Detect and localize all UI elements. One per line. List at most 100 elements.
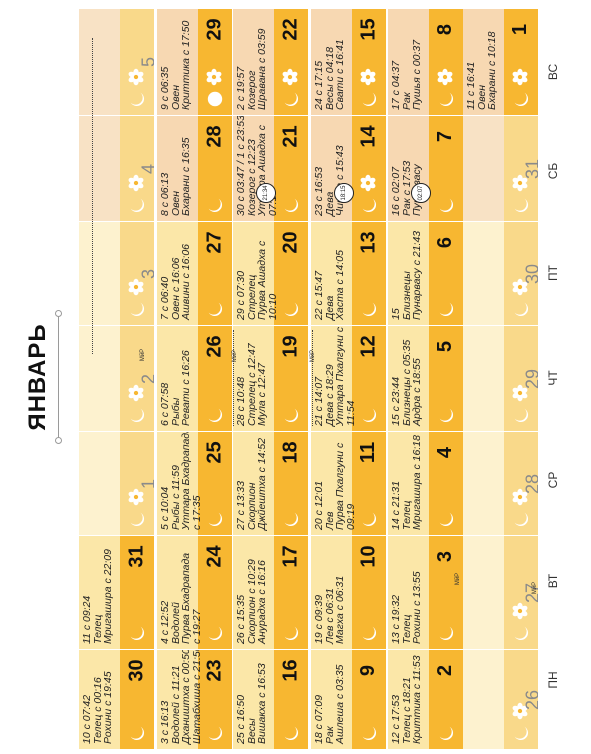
day-cell[interactable]: 4 14 с 21:31 Телец Мригашира с 16:18: [387, 431, 463, 535]
day-number: 17: [279, 544, 302, 568]
day-cell[interactable]: 26: [462, 649, 538, 749]
day-band: [120, 536, 154, 649]
mr-tag: МйР: [232, 349, 239, 363]
day-info: 11 с 09:24 Телец Мригашира с 22:09: [81, 540, 114, 644]
day-cell[interactable]: 1: [78, 431, 154, 535]
moon-phase-icon: [437, 196, 455, 214]
day-number: 12: [357, 334, 380, 358]
day-cell[interactable]: 22 2 с 19:57 Козерог Шравана с 03:59: [232, 8, 308, 115]
moon-phase-icon: [206, 300, 224, 318]
day-cell[interactable]: 3: [78, 221, 154, 325]
day-cell[interactable]: 28 8 с 06:13 Овен Бхарани с 16:35: [156, 115, 232, 221]
day-cell[interactable]: 17 26 с 15:35 Скорпион с 10:29 Анурадха с 1…: [232, 535, 308, 649]
day-cell[interactable]: 27: [462, 535, 538, 649]
moon-phase-icon: [512, 724, 530, 742]
info-line: 8 с 06:13: [159, 172, 171, 216]
day-band: [198, 222, 232, 325]
info-line: 7 с 06:40: [159, 276, 171, 320]
day-cell[interactable]: 1 11 с 16:41 Овен Бхарани с 10:18: [462, 8, 538, 115]
info-line: 24 с 17:15: [313, 60, 325, 110]
day-band: [504, 222, 538, 325]
flower-icon: [511, 702, 531, 722]
day-info: 10 с 07:42 Телец с 00:16 Рохини с 19:45: [81, 654, 114, 744]
day-info: 13 с 19:32 Телец Рохини с 13:55: [390, 540, 423, 644]
day-cell[interactable]: 2: [78, 325, 154, 431]
flower-icon: [127, 174, 147, 194]
day-cell[interactable]: 12 21 с 14:07 Дева с 18:29 Уттара Пхалгуни …: [310, 325, 386, 431]
day-number: 16: [279, 658, 302, 682]
day-info: 19 с 09:39 Лев с 06:31 Магха с 06:31: [313, 540, 346, 644]
day-cell[interactable]: 19 28 с 10:48 Стрелец с 12:47 Мула с 12:47: [232, 325, 308, 431]
day-cell[interactable]: 21 30 с 03:47 / 1 с 23:53 Козерог с 12:23 У…: [232, 115, 308, 221]
day-band: [198, 116, 232, 221]
day-cell[interactable]: 24 4 с 12:52 Водолей Пурва Бхадрапада с 19:2…: [156, 535, 232, 649]
info-line: Ашвини с 16:06: [180, 243, 192, 320]
day-cell[interactable]: 9 18 с 07:09 Рак Ашлеша с 03:35: [310, 649, 386, 749]
flower-icon: [511, 174, 531, 194]
day-cell[interactable]: 5 15 с 23:44 Близнецы с 05:35 Ардра с 18:55: [387, 325, 463, 431]
day-cell[interactable]: 23 3 с 16:13 Водолей с 11:21 Дхаништха с 00…: [156, 649, 232, 749]
day-cell[interactable]: 10 19 с 09:39 Лев с 06:31 Магха с 06:31: [310, 535, 386, 649]
day-info: 26 с 15:35 Скорпион с 10:29 Анурадха с 16:…: [235, 540, 268, 644]
day-cell[interactable]: 28: [462, 431, 538, 535]
info-line: 10:10: [266, 293, 279, 320]
day-band: [274, 222, 308, 325]
info-line: Шравана с 03:59: [256, 28, 268, 110]
mr-tag: МйР: [310, 349, 317, 363]
day-band: [274, 116, 308, 221]
day-cell[interactable]: 4: [78, 115, 154, 221]
mr-tag: МйР: [532, 581, 539, 595]
day-cell[interactable]: 31: [462, 115, 538, 221]
day-number: 7: [434, 130, 457, 142]
day-cell[interactable]: 25 5 с 10:04 Рыбы с 11:59 Уттара Бхадрапада…: [156, 431, 232, 535]
day-cell[interactable]: 26 6 с 07:58 Рыбы Ревати с 16:26: [156, 325, 232, 431]
day-band: [352, 432, 386, 535]
day-cell[interactable]: 16 25 с 16:50 Весы Вишакха с 16:53: [232, 649, 308, 749]
day-cell[interactable]: 14 23 с 16:53 Дева Читра с 15:43: [310, 115, 386, 221]
day-number: 31: [522, 158, 539, 179]
day-cell[interactable]: 20 29 с 07:30 Стрелец Пурва Ашадха с 10:10: [232, 221, 308, 325]
flower-icon: [359, 174, 379, 194]
day-cell[interactable]: 13 22 с 15:47 Дева Хаста с 14:05: [310, 221, 386, 325]
weekday-label: ВС: [546, 63, 560, 81]
moon-phase-icon: [206, 510, 224, 528]
day-number: 6: [434, 236, 457, 248]
flower-icon: [359, 68, 379, 88]
info-line: 28 с 10:48: [235, 376, 247, 426]
day-cell[interactable]: 18 27 с 13:33 Скорпион Джйештха с 14:52: [232, 431, 308, 535]
info-line: с 19:27: [190, 609, 203, 644]
page-title: ЯНВАРЬ: [24, 323, 51, 431]
day-cell[interactable]: 30 10 с 07:42 Телец с 00:16 Рохини с 19:45: [78, 649, 154, 749]
moon-phase-icon: [282, 624, 300, 642]
info-line: Пунарвасу с 21:43: [411, 230, 423, 320]
day-cell[interactable]: 11 20 с 12:01 Лев Пурва Пхалгуни с 09:19: [310, 431, 386, 535]
day-number: 30: [125, 658, 148, 682]
day-cell[interactable]: 29 9 с 06:35 Овен Криттика с 17:50: [156, 8, 232, 115]
day-cell[interactable]: 5: [78, 8, 154, 115]
day-cell[interactable]: 15 24 с 17:15 Весы с 04:18 Свати с 16:41: [310, 8, 386, 115]
day-cell[interactable]: 29: [462, 325, 538, 431]
day-cell[interactable]: 27 7 с 06:40 Овен с 16:06 Ашвини с 16:06: [156, 221, 232, 325]
day-cell[interactable]: 31 11 с 09:24 Телец Мригашира с 22:09: [78, 535, 154, 649]
day-cell[interactable]: 2 12 с 17:53 Телец с 18:21 Криттика с 11:53: [387, 649, 463, 749]
info-line: 10 с 07:42: [81, 694, 93, 744]
moon-phase-icon: [512, 624, 530, 642]
day-cell[interactable]: 30: [462, 221, 538, 325]
weekday-label: ПТ: [546, 265, 560, 281]
moon-phase-icon: [128, 406, 146, 424]
moon-phase-icon: [128, 624, 146, 642]
info-line: 21 с 14:07: [313, 376, 325, 426]
day-band: [429, 9, 463, 115]
day-cell[interactable]: 8 17 с 04:37 Рак Пушья с 00:37: [387, 8, 463, 115]
day-info: 8 с 06:13 Овен Бхарани с 16:35: [159, 120, 192, 216]
info-line: 9 с 06:35: [159, 66, 171, 110]
day-band: [429, 432, 463, 535]
day-cell[interactable]: 6 15 Близнецы Пунарвасу с 21:43: [387, 221, 463, 325]
day-cell[interactable]: 3 13 с 19:32 Телец Рохини с 13:55: [387, 535, 463, 649]
day-band: [352, 326, 386, 431]
info-line: 6 с 07:58: [159, 382, 171, 426]
moon-phase-icon: [206, 406, 224, 424]
day-info: 12 с 17:53 Телец с 18:21 Криттика с 11:53: [390, 654, 423, 744]
moon-phase-icon: [128, 300, 146, 318]
